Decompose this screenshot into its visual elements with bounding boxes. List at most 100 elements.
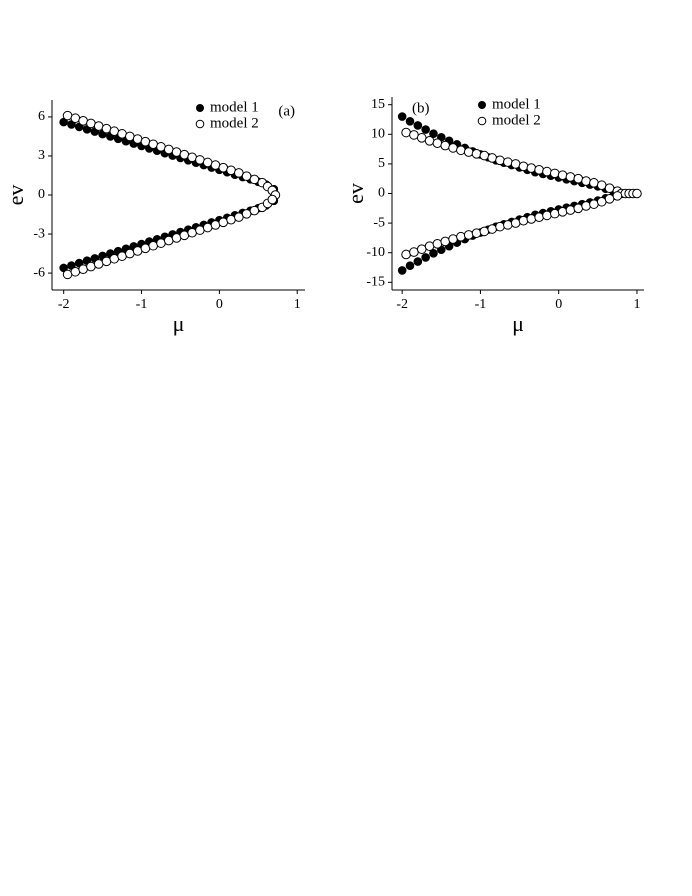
legend-label: model 2	[492, 112, 541, 128]
y-tick-label: 0	[378, 186, 385, 201]
y-tick-label: -10	[366, 245, 385, 260]
data-point	[456, 145, 466, 156]
data-point	[604, 194, 615, 204]
data-point	[518, 215, 529, 226]
x-tick-label: -2	[396, 297, 408, 312]
data-point	[596, 180, 607, 191]
data-point	[549, 208, 560, 219]
y-tick-label: -6	[33, 265, 45, 280]
legend-label: model 1	[210, 99, 259, 115]
legend-marker	[477, 116, 487, 126]
data-point	[456, 231, 466, 242]
data-point	[542, 166, 552, 177]
data-point	[573, 173, 584, 184]
y-axis-label: ev	[3, 185, 28, 206]
data-point	[503, 220, 513, 230]
y-tick-label: 6	[38, 109, 45, 124]
data-point	[581, 176, 591, 186]
data-point	[632, 188, 642, 199]
data-point	[471, 228, 482, 238]
y-tick-label: -15	[366, 275, 385, 290]
data-point	[401, 249, 411, 260]
data-point	[526, 214, 537, 224]
data-point	[424, 136, 435, 146]
y-tick-label: 0	[38, 187, 45, 202]
data-point	[463, 147, 474, 157]
data-point	[573, 203, 584, 214]
data-point	[565, 205, 576, 215]
y-tick-label: -3	[33, 226, 45, 241]
data-point	[503, 157, 513, 167]
data-point	[589, 178, 599, 188]
data-point	[409, 247, 419, 257]
x-tick-label: -1	[136, 297, 148, 312]
data-point	[409, 130, 419, 140]
data-point	[565, 172, 576, 182]
legend-label: model 2	[210, 115, 259, 131]
data-point	[267, 194, 278, 205]
x-tick-label: 0	[555, 297, 562, 312]
data-point	[612, 191, 623, 201]
data-point	[596, 196, 607, 207]
data-point	[589, 199, 599, 209]
data-point	[421, 253, 430, 262]
data-point	[495, 221, 505, 232]
x-tick-label: -1	[475, 297, 487, 312]
data-point	[510, 218, 521, 228]
legend-marker	[195, 119, 205, 129]
x-tick-label: 0	[216, 297, 223, 312]
data-point	[429, 248, 438, 258]
data-point	[397, 112, 407, 121]
data-point	[534, 165, 544, 175]
data-point	[440, 236, 451, 247]
x-axis-label: μ	[512, 311, 524, 336]
x-tick-label: 1	[294, 297, 301, 312]
data-point	[604, 183, 615, 193]
data-point	[405, 116, 415, 126]
y-tick-label: 15	[371, 97, 385, 112]
data-point	[448, 143, 458, 153]
y-tick-label: 3	[38, 148, 45, 163]
data-point	[495, 155, 505, 166]
data-point	[413, 121, 423, 130]
data-point	[542, 210, 552, 221]
data-point	[397, 266, 407, 275]
data-point	[549, 168, 560, 179]
data-point	[487, 153, 497, 163]
data-point	[416, 133, 427, 143]
data-point	[421, 125, 430, 134]
data-point	[471, 149, 482, 159]
legend-marker	[478, 101, 486, 109]
data-point	[526, 163, 537, 173]
data-point	[463, 230, 474, 240]
data-point	[518, 161, 529, 172]
data-point	[479, 150, 490, 161]
data-point	[557, 207, 568, 217]
y-axis-label: ev	[343, 183, 368, 204]
data-point	[424, 241, 435, 251]
legend-marker	[196, 104, 204, 112]
data-point	[432, 138, 443, 148]
data-point	[401, 127, 411, 138]
data-point	[534, 212, 544, 222]
panel-label: (a)	[278, 103, 295, 119]
data-point	[429, 129, 438, 139]
data-point	[581, 201, 591, 211]
x-tick-label: 1	[633, 297, 640, 312]
data-point	[405, 261, 415, 271]
x-tick-label: -2	[58, 297, 70, 312]
data-point	[557, 170, 568, 180]
data-point	[448, 234, 458, 244]
y-tick-label: -5	[373, 215, 385, 230]
legend-label: model 1	[492, 96, 541, 112]
data-point	[510, 159, 521, 169]
data-point	[416, 244, 427, 254]
data-point	[440, 140, 451, 151]
data-point	[479, 226, 490, 237]
y-tick-label: 5	[378, 156, 385, 171]
data-point	[432, 239, 443, 249]
x-axis-label: μ	[173, 311, 185, 336]
data-point	[413, 257, 423, 266]
y-tick-label: 10	[371, 127, 385, 142]
panel-label: (b)	[412, 100, 430, 116]
